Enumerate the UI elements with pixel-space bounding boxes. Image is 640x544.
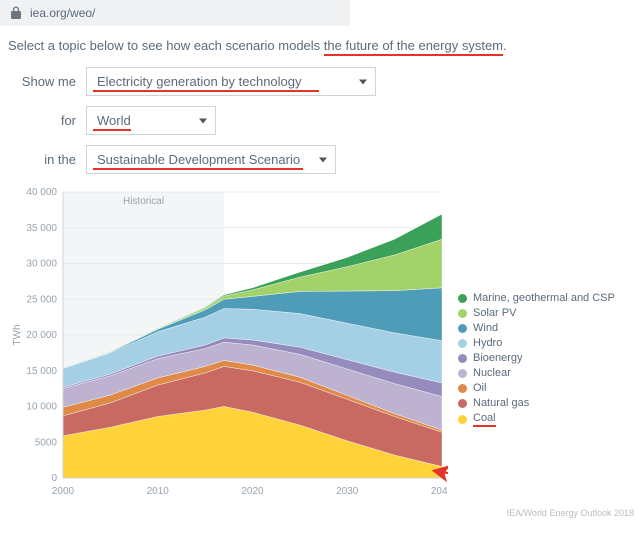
legend-label: Nuclear (473, 367, 511, 379)
legend-row: Oil (458, 382, 615, 394)
svg-text:0: 0 (51, 473, 57, 484)
selector-row-for: for World (8, 106, 632, 135)
legend-swatch (458, 369, 467, 378)
legend-label: Marine, geothermal and CSP (473, 292, 615, 304)
legend-label: Hydro (473, 337, 502, 349)
dropdown-value: Electricity generation by technology (97, 74, 302, 89)
prompt-text: Select a topic below to see how each sce… (8, 38, 632, 53)
legend: Marine, geothermal and CSP Solar PV Wind Hy… (458, 292, 615, 430)
svg-text:2030: 2030 (336, 486, 359, 497)
legend-label: Oil (473, 382, 486, 394)
selector-row-show-me: Show me Electricity generation by techno… (8, 67, 632, 96)
url-bar: iea.org/weo/ (0, 0, 350, 26)
legend-row: Hydro (458, 337, 615, 349)
dropdown-value: Sustainable Development Scenario (97, 152, 300, 167)
prompt-suffix: . (503, 38, 507, 53)
url-text: iea.org/weo/ (30, 6, 95, 20)
svg-text:35 000: 35 000 (26, 223, 57, 234)
legend-label: Solar PV (473, 307, 516, 319)
svg-text:TWh: TWh (12, 324, 23, 345)
legend-swatch (458, 399, 467, 408)
red-underline (93, 90, 319, 92)
chart-area: 0 5000 10 000 15 000 20 000 25 000 30 000 35 00… (8, 182, 448, 502)
svg-text:5000: 5000 (35, 437, 58, 448)
chart-wrap: 0 5000 10 000 15 000 20 000 25 000 30 000 35 00… (8, 182, 632, 502)
svg-text:2040: 2040 (431, 486, 448, 497)
dropdown-value: World (97, 113, 131, 128)
footer-credit: IEA/World Energy Outlook 2018 (0, 506, 640, 518)
selector-label-show-me: Show me (8, 74, 76, 89)
legend-swatch (458, 294, 467, 303)
legend-swatch (458, 309, 467, 318)
prompt-prefix: Select a topic below to see how each sce… (8, 38, 324, 53)
svg-text:25 000: 25 000 (26, 294, 57, 305)
legend-swatch (458, 384, 467, 393)
legend-row: Bioenergy (458, 352, 615, 364)
dropdown-show-me[interactable]: Electricity generation by technology (86, 67, 376, 96)
selector-label-for: for (8, 113, 76, 128)
legend-swatch (458, 339, 467, 348)
legend-label: Wind (473, 322, 498, 334)
chevron-down-icon (199, 118, 207, 123)
legend-label: Natural gas (473, 397, 529, 409)
legend-row: Wind (458, 322, 615, 334)
legend-label: Coal (473, 412, 496, 427)
svg-text:10 000: 10 000 (26, 402, 57, 413)
legend-label: Bioenergy (473, 352, 523, 364)
legend-row: Coal (458, 412, 615, 427)
chevron-down-icon (319, 157, 327, 162)
svg-text:2010: 2010 (147, 486, 170, 497)
svg-text:2000: 2000 (52, 486, 75, 497)
legend-swatch (458, 324, 467, 333)
area-chart: 0 5000 10 000 15 000 20 000 25 000 30 000 35 00… (8, 182, 448, 502)
legend-row: Solar PV (458, 307, 615, 319)
red-underline (93, 168, 303, 170)
legend-row: Marine, geothermal and CSP (458, 292, 615, 304)
svg-text:20 000: 20 000 (26, 330, 57, 341)
dropdown-for[interactable]: World (86, 106, 216, 135)
legend-swatch (458, 415, 467, 424)
svg-text:Historical: Historical (123, 196, 164, 207)
svg-text:30 000: 30 000 (26, 259, 57, 270)
selector-row-in-the: in the Sustainable Development Scenario (8, 145, 632, 174)
dropdown-in-the[interactable]: Sustainable Development Scenario (86, 145, 336, 174)
lock-icon (10, 6, 22, 20)
chevron-down-icon (359, 79, 367, 84)
svg-text:2020: 2020 (241, 486, 264, 497)
svg-text:15 000: 15 000 (26, 366, 57, 377)
legend-row: Natural gas (458, 397, 615, 409)
legend-row: Nuclear (458, 367, 615, 379)
legend-swatch (458, 354, 467, 363)
prompt-underlined: the future of the energy system (324, 38, 503, 56)
red-underline (93, 129, 131, 131)
selectors: Show me Electricity generation by techno… (8, 67, 632, 174)
svg-text:40 000: 40 000 (26, 187, 57, 198)
selector-label-in-the: in the (8, 152, 76, 167)
